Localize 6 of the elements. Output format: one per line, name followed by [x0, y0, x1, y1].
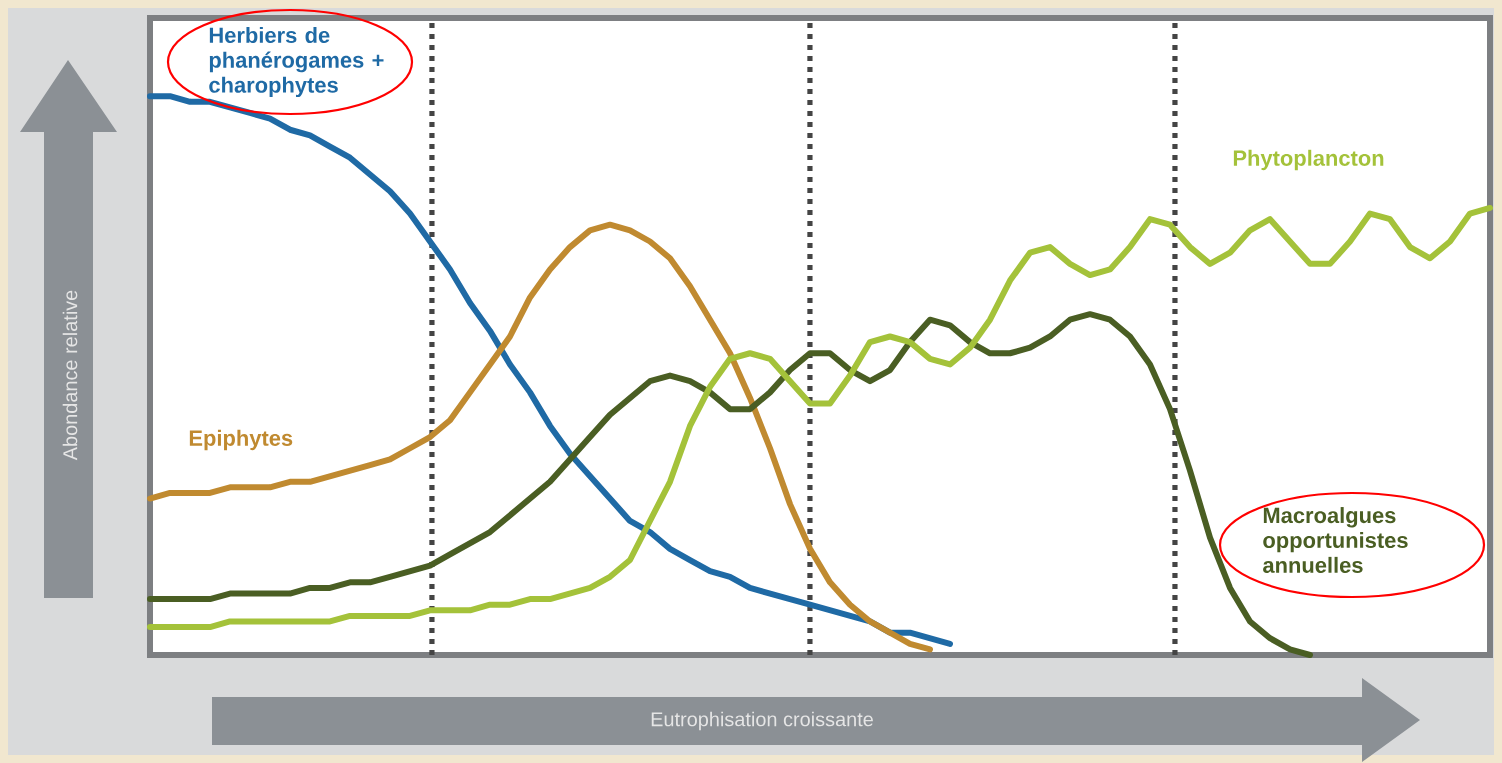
x-axis-title: Eutrophisation croissante [651, 711, 873, 731]
series-label: Epiphytes [189, 429, 293, 451]
series-label: Herbiers de phanérogames + charophytes [209, 26, 384, 98]
series-label: Macroalgues opportunistes annuelles [1263, 507, 1408, 573]
y-axis-title: Abondance relative [62, 290, 78, 461]
text: Phytoplancton [1233, 149, 1384, 171]
